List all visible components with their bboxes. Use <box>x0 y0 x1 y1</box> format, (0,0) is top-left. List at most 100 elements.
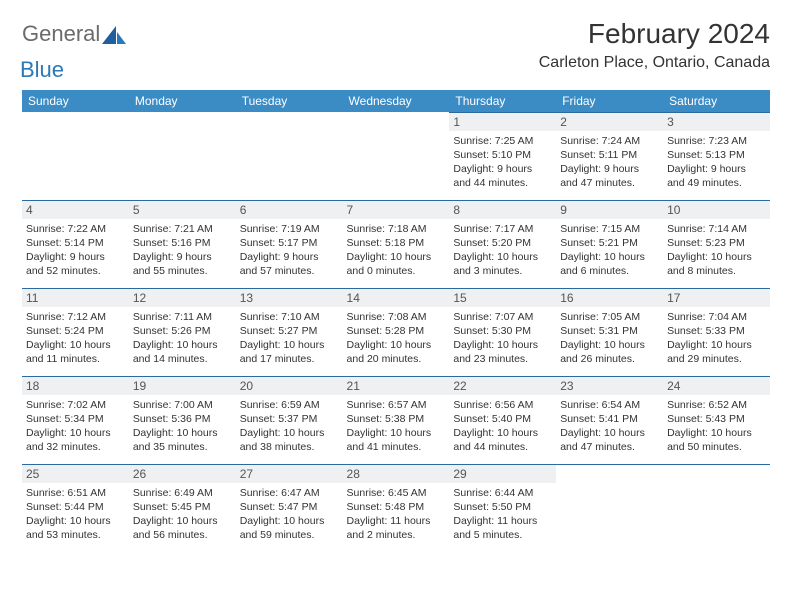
sunset-text: Sunset: 5:33 PM <box>667 324 766 338</box>
sunrise-text: Sunrise: 6:49 AM <box>133 486 232 500</box>
calendar-row: 1Sunrise: 7:25 AMSunset: 5:10 PMDaylight… <box>22 112 770 200</box>
sunset-text: Sunset: 5:38 PM <box>347 412 446 426</box>
sunrise-text: Sunrise: 6:57 AM <box>347 398 446 412</box>
daylight-text: Daylight: 10 hours <box>667 250 766 264</box>
calendar-cell: 21Sunrise: 6:57 AMSunset: 5:38 PMDayligh… <box>343 376 450 464</box>
sunrise-text: Sunrise: 7:05 AM <box>560 310 659 324</box>
sunset-text: Sunset: 5:13 PM <box>667 148 766 162</box>
calendar-cell <box>22 112 129 200</box>
calendar-cell: 11Sunrise: 7:12 AMSunset: 5:24 PMDayligh… <box>22 288 129 376</box>
daylight-text: and 50 minutes. <box>667 440 766 454</box>
daylight-text: and 47 minutes. <box>560 176 659 190</box>
daylight-text: and 41 minutes. <box>347 440 446 454</box>
sunset-text: Sunset: 5:10 PM <box>453 148 552 162</box>
daylight-text: Daylight: 11 hours <box>347 514 446 528</box>
day-number: 28 <box>343 465 450 483</box>
day-number: 13 <box>236 289 343 307</box>
daylight-text: and 3 minutes. <box>453 264 552 278</box>
calendar-cell <box>236 112 343 200</box>
sunset-text: Sunset: 5:30 PM <box>453 324 552 338</box>
calendar-cell: 23Sunrise: 6:54 AMSunset: 5:41 PMDayligh… <box>556 376 663 464</box>
daylight-text: and 17 minutes. <box>240 352 339 366</box>
day-number: 26 <box>129 465 236 483</box>
day-number: 27 <box>236 465 343 483</box>
daylight-text: and 29 minutes. <box>667 352 766 366</box>
sunset-text: Sunset: 5:44 PM <box>26 500 125 514</box>
daylight-text: Daylight: 9 hours <box>453 162 552 176</box>
daylight-text: and 0 minutes. <box>347 264 446 278</box>
sunrise-text: Sunrise: 7:07 AM <box>453 310 552 324</box>
day-number: 4 <box>22 201 129 219</box>
daylight-text: and 32 minutes. <box>26 440 125 454</box>
logo-text-blue: Blue <box>20 60 128 80</box>
sunset-text: Sunset: 5:37 PM <box>240 412 339 426</box>
calendar-cell: 8Sunrise: 7:17 AMSunset: 5:20 PMDaylight… <box>449 200 556 288</box>
day-number: 15 <box>449 289 556 307</box>
sunrise-text: Sunrise: 7:11 AM <box>133 310 232 324</box>
daylight-text: Daylight: 10 hours <box>560 250 659 264</box>
daylight-text: and 6 minutes. <box>560 264 659 278</box>
daylight-text: Daylight: 9 hours <box>560 162 659 176</box>
calendar-cell: 5Sunrise: 7:21 AMSunset: 5:16 PMDaylight… <box>129 200 236 288</box>
daylight-text: Daylight: 10 hours <box>453 250 552 264</box>
sunset-text: Sunset: 5:34 PM <box>26 412 125 426</box>
calendar-cell: 3Sunrise: 7:23 AMSunset: 5:13 PMDaylight… <box>663 112 770 200</box>
daylight-text: Daylight: 10 hours <box>26 426 125 440</box>
weekday-header: Wednesday <box>343 90 450 113</box>
calendar-cell: 22Sunrise: 6:56 AMSunset: 5:40 PMDayligh… <box>449 376 556 464</box>
logo-text-general: General <box>22 24 100 44</box>
day-number: 21 <box>343 377 450 395</box>
daylight-text: and 52 minutes. <box>26 264 125 278</box>
daylight-text: Daylight: 10 hours <box>453 338 552 352</box>
daylight-text: and 56 minutes. <box>133 528 232 542</box>
sunset-text: Sunset: 5:18 PM <box>347 236 446 250</box>
calendar-row: 11Sunrise: 7:12 AMSunset: 5:24 PMDayligh… <box>22 288 770 376</box>
day-number: 11 <box>22 289 129 307</box>
calendar-table: Sunday Monday Tuesday Wednesday Thursday… <box>22 90 770 553</box>
calendar-cell: 26Sunrise: 6:49 AMSunset: 5:45 PMDayligh… <box>129 464 236 552</box>
calendar-row: 4Sunrise: 7:22 AMSunset: 5:14 PMDaylight… <box>22 200 770 288</box>
daylight-text: Daylight: 10 hours <box>133 426 232 440</box>
daylight-text: and 35 minutes. <box>133 440 232 454</box>
sunrise-text: Sunrise: 6:59 AM <box>240 398 339 412</box>
day-number: 19 <box>129 377 236 395</box>
weekday-header: Thursday <box>449 90 556 113</box>
logo-sail-icon <box>102 26 128 44</box>
sunrise-text: Sunrise: 7:18 AM <box>347 222 446 236</box>
day-number: 12 <box>129 289 236 307</box>
calendar-cell: 24Sunrise: 6:52 AMSunset: 5:43 PMDayligh… <box>663 376 770 464</box>
calendar-row: 25Sunrise: 6:51 AMSunset: 5:44 PMDayligh… <box>22 464 770 552</box>
daylight-text: Daylight: 9 hours <box>667 162 766 176</box>
calendar-cell: 9Sunrise: 7:15 AMSunset: 5:21 PMDaylight… <box>556 200 663 288</box>
sunset-text: Sunset: 5:16 PM <box>133 236 232 250</box>
day-number: 1 <box>449 113 556 131</box>
calendar-cell: 27Sunrise: 6:47 AMSunset: 5:47 PMDayligh… <box>236 464 343 552</box>
day-number: 5 <box>129 201 236 219</box>
day-number: 17 <box>663 289 770 307</box>
daylight-text: and 57 minutes. <box>240 264 339 278</box>
day-number: 20 <box>236 377 343 395</box>
sunrise-text: Sunrise: 6:44 AM <box>453 486 552 500</box>
calendar-cell: 2Sunrise: 7:24 AMSunset: 5:11 PMDaylight… <box>556 112 663 200</box>
day-number: 14 <box>343 289 450 307</box>
daylight-text: Daylight: 10 hours <box>453 426 552 440</box>
calendar-cell: 29Sunrise: 6:44 AMSunset: 5:50 PMDayligh… <box>449 464 556 552</box>
calendar-cell: 12 Sunrise: 7:11 AMSunset: 5:26 PMDayligh… <box>129 288 236 376</box>
day-number: 16 <box>556 289 663 307</box>
sunrise-text: Sunrise: 7:12 AM <box>26 310 125 324</box>
calendar-cell: 16Sunrise: 7:05 AMSunset: 5:31 PMDayligh… <box>556 288 663 376</box>
sunset-text: Sunset: 5:41 PM <box>560 412 659 426</box>
calendar-row: 18Sunrise: 7:02 AMSunset: 5:34 PMDayligh… <box>22 376 770 464</box>
calendar-cell <box>556 464 663 552</box>
daylight-text: Daylight: 10 hours <box>133 338 232 352</box>
sunrise-text: Sunrise: 6:52 AM <box>667 398 766 412</box>
sunrise-text: Sunrise: 7:08 AM <box>347 310 446 324</box>
sunrise-text: Sunrise: 7:14 AM <box>667 222 766 236</box>
daylight-text: Daylight: 11 hours <box>453 514 552 528</box>
sunset-text: Sunset: 5:26 PM <box>133 324 232 338</box>
sunrise-text: Sunrise: 7:23 AM <box>667 134 766 148</box>
sunset-text: Sunset: 5:40 PM <box>453 412 552 426</box>
sunset-text: Sunset: 5:11 PM <box>560 148 659 162</box>
sunrise-text: Sunrise: 6:45 AM <box>347 486 446 500</box>
calendar-cell: 28Sunrise: 6:45 AMSunset: 5:48 PMDayligh… <box>343 464 450 552</box>
